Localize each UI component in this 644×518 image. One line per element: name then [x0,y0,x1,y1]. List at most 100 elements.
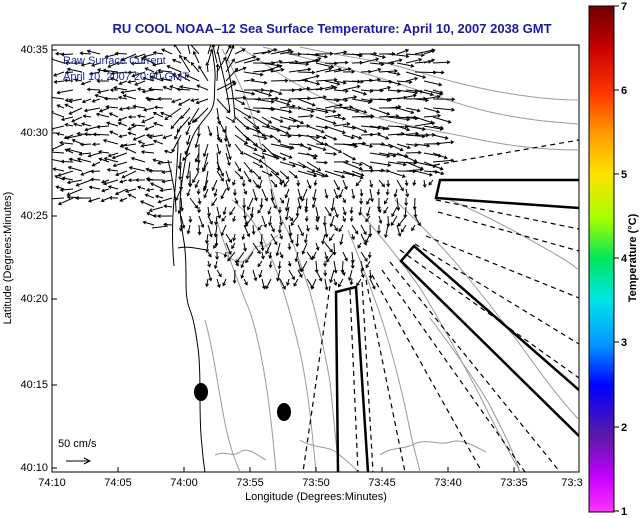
current-vector [315,224,319,231]
current-vector [148,87,164,92]
current-vector [144,125,155,131]
current-vector [351,233,355,241]
current-vector [52,111,65,118]
current-vector [423,161,444,171]
current-vector [146,187,155,192]
current-vector [195,161,200,172]
current-vector [216,143,222,155]
current-vector [369,152,391,158]
current-vector [207,269,213,282]
current-vector [324,125,346,135]
current-vector [223,125,228,143]
current-vector [114,51,128,56]
current-vector [53,79,65,84]
current-vector [187,179,192,187]
current-vector [423,80,443,87]
current-vector [234,134,249,145]
current-vector [303,233,308,244]
current-vector [64,70,74,75]
current-vector [53,71,65,77]
current-vector [270,107,293,114]
current-vector [412,179,417,187]
current-vector [117,116,128,122]
current-vector [145,133,155,138]
x-tick-label: 73:50 [302,477,330,489]
current-vector [414,215,421,227]
current-vector [306,95,327,100]
current-vector [386,179,391,188]
current-vector [96,124,110,129]
current-vector [360,161,373,169]
current-vector [288,62,310,67]
current-vector [134,80,146,86]
current-vector [261,161,280,176]
current-vector [119,179,128,184]
current-vector [396,93,417,100]
current-vector [310,278,317,290]
current-vector [74,78,83,83]
current-vector [333,188,339,200]
current-vector [293,278,299,287]
current-vector [270,89,283,96]
current-vector [197,197,202,205]
y-tick-label: 40:20 [20,293,48,305]
current-vector [324,242,333,253]
current-vector [225,179,230,192]
current-vector [152,50,164,55]
current-vector [342,206,347,216]
current-vector [142,220,155,226]
current-vector [384,224,389,239]
current-vector [351,98,372,104]
current-vector [432,140,455,145]
current-vector [306,179,312,190]
current-vector [329,215,335,228]
current-vector [213,260,218,270]
current-vector [96,79,109,84]
current-vector [252,152,266,159]
current-vector [432,125,444,130]
current-vector [100,179,110,184]
current-vector [390,215,398,227]
current-vector [306,80,321,86]
current-vector [216,170,224,182]
current-vector [225,233,233,244]
current-vector [365,260,371,269]
current-vector [73,122,83,127]
current-vector [188,215,193,224]
current-vector [194,134,200,149]
current-vector [61,176,74,181]
current-vector [111,152,128,160]
current-vector [324,152,338,156]
current-vector [82,114,92,119]
current-vector [277,206,282,214]
current-vector [349,206,354,215]
current-vector [351,170,365,177]
current-vector [234,48,246,55]
current-vector [190,61,200,73]
radar-footprints [334,178,579,472]
current-vector [60,159,74,164]
current-vector [378,134,390,140]
current-vector [78,152,92,156]
current-vector [68,157,83,163]
current-vector [220,224,227,237]
current-vector [98,107,110,113]
current-vector [171,73,182,82]
current-vector [306,251,313,261]
current-vector [405,167,424,172]
station-marker [194,383,208,401]
current-vector [356,278,362,287]
current-vector [396,107,415,115]
current-vector [355,179,362,187]
current-vector [115,61,128,66]
current-vector [342,179,348,191]
current-vector [225,45,232,55]
current-vector [225,152,231,167]
current-vector [351,53,363,58]
current-vector [333,105,354,110]
current-vector [315,134,327,140]
current-vector [216,56,227,73]
current-vector [342,197,346,204]
current-vector [225,58,235,73]
current-vector [171,98,182,104]
